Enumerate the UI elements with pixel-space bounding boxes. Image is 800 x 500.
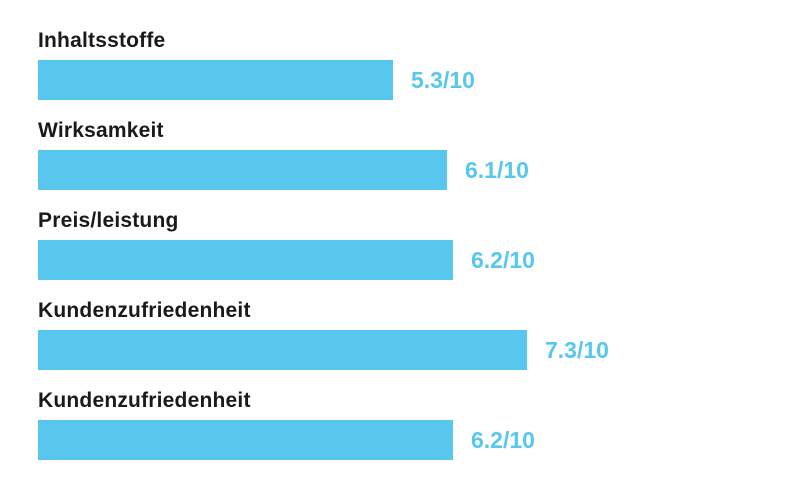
rating-bar [38,150,447,190]
category-label: Wirksamkeit [38,119,164,142]
score-label: 7.3/10 [545,336,609,363]
chart-row: Kundenzufriedenheit 6.2/10 [38,390,800,460]
chart-row: Preis/leistung 6.2/10 [38,210,800,280]
score-label: 5.3/10 [411,66,475,93]
category-label: Kundenzufriedenheit [38,389,251,412]
rating-bar [38,60,393,100]
rating-bar [38,240,453,280]
category-label: Preis/leistung [38,209,179,232]
chart-row: Wirksamkeit 6.1/10 [38,120,800,190]
bar-line: 6.1/10 [38,150,800,190]
score-label: 6.2/10 [471,426,535,453]
chart-row: Kundenzufriedenheit 7.3/10 [38,300,800,370]
category-label: Inhaltsstoffe [38,29,166,52]
rating-bar [38,420,453,460]
bar-line: 5.3/10 [38,60,800,100]
bar-line: 6.2/10 [38,240,800,280]
rating-bar [38,330,527,370]
category-label: Kundenzufriedenheit [38,299,251,322]
score-label: 6.1/10 [465,156,529,183]
bar-line: 6.2/10 [38,420,800,460]
chart-row: Inhaltsstoffe 5.3/10 [38,30,800,100]
score-label: 6.2/10 [471,246,535,273]
bar-line: 7.3/10 [38,330,800,370]
